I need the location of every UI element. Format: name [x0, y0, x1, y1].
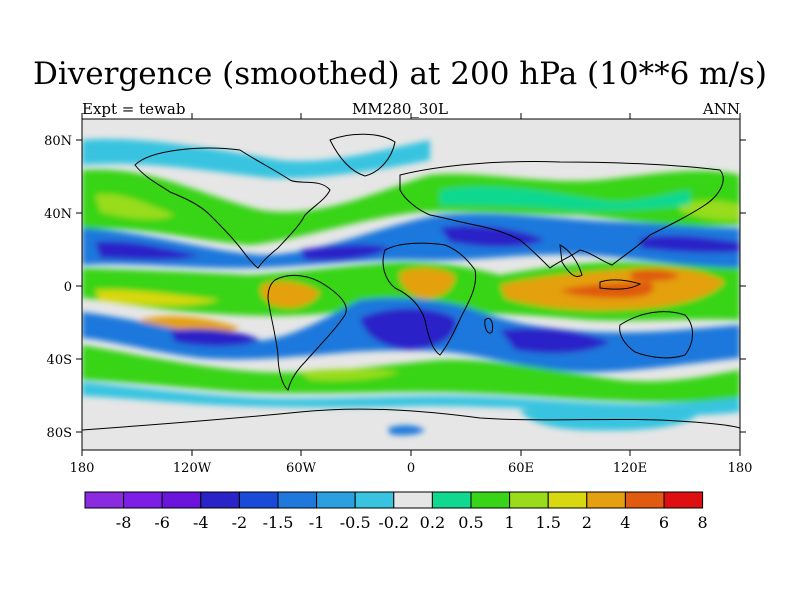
field-south-darkblue-atlantic: [360, 308, 456, 350]
x-axis: [81, 113, 741, 456]
x-tick-180e: 180: [728, 461, 753, 476]
colorbar-label: -8: [116, 513, 132, 532]
field-antarctic-cyan-patch: [520, 405, 700, 431]
field-north-darkblue-pacific: [95, 241, 200, 260]
coast-south-america: [267, 274, 347, 391]
colorbar-swatch: [354, 491, 395, 509]
colorbar-label: 8: [698, 513, 708, 532]
field-northeast-yellow-patch: [680, 200, 740, 221]
field-north-blue-band: [82, 213, 740, 268]
colorbar-label: -6: [154, 513, 170, 532]
coast-antarctica: [82, 408, 740, 431]
colorbar-swatch: [84, 491, 125, 509]
colorbar-label: -0.5: [340, 513, 371, 532]
field-itcz-orange-americas: [260, 281, 320, 308]
field-itcz-red-east: [630, 269, 680, 282]
colorbar-label: 2: [582, 513, 592, 532]
colorbar: [84, 491, 704, 509]
colorbar-label: -0.2: [378, 513, 409, 532]
field-itcz-yellow-pacific: [95, 289, 220, 306]
colorbar-swatch: [200, 491, 240, 509]
coast-north-america: [134, 147, 331, 269]
field-north-yellow-patch: [95, 194, 175, 220]
x-tick-0: 0: [407, 461, 415, 476]
field-north-cyan-band: [82, 139, 430, 179]
x-tick-180w: 180: [70, 461, 95, 476]
colorbar-label: 1: [505, 513, 515, 532]
y-tick-40s: 40S: [47, 353, 72, 368]
colorbar-swatch: [547, 491, 588, 509]
coastlines: [82, 133, 740, 431]
colorbar-label: -2: [232, 513, 248, 532]
colorbar-label: -1: [309, 513, 325, 532]
colorbar-label: -4: [193, 513, 209, 532]
model-label: MM280_30L: [352, 100, 448, 118]
colorbar-label: 0.2: [420, 513, 445, 532]
colorbar-swatch: [509, 491, 549, 509]
field-itcz-red-core: [560, 282, 654, 298]
coast-australia: [619, 311, 693, 359]
colorbar-swatch: [238, 491, 279, 509]
colorbar-swatch: [431, 491, 472, 509]
colorbar-label: 1.5: [535, 513, 560, 532]
experiment-label: Expt = tewab: [82, 100, 186, 118]
period-label: ANN: [702, 100, 740, 118]
map-title: Divergence (smoothed) at 200 hPa (10**6 …: [33, 56, 767, 92]
colorbar-swatch: [277, 491, 318, 509]
x-tick-60w: 60W: [286, 461, 317, 476]
colorbar-label: -1.5: [263, 513, 294, 532]
coast-greenland: [329, 133, 396, 177]
colorbar-label: 6: [659, 513, 669, 532]
colorbar-swatch: [161, 491, 202, 509]
field-north-green-band: [82, 169, 740, 245]
field-south-darkblue-pacific: [170, 328, 260, 347]
colorbar-swatch: [624, 491, 665, 509]
x-tick-60e: 60E: [508, 461, 534, 476]
field-antarctic-blue-patch: [388, 425, 425, 436]
colorbar-swatch: [316, 491, 356, 509]
colorbar-swatch: [470, 491, 511, 509]
colorbar-labels: -8 -6 -4 -2 -1.5 -1 -0.5 -0.2 0.2 0.5 1 1.5 2 4 6 8: [116, 513, 708, 532]
field-north-darkblue-westpac: [640, 235, 740, 253]
coast-africa: [382, 242, 477, 356]
x-tick-120w: 120W: [173, 461, 212, 476]
y-tick-80n: 80N: [44, 134, 72, 149]
coast-eurasia: [399, 161, 724, 269]
divergence-field: [82, 133, 740, 436]
field-asia-green-band: [440, 186, 690, 211]
coast-madagascar: [484, 317, 493, 334]
colorbar-label: 0.5: [458, 513, 483, 532]
field-north-darkblue-atlantic: [300, 244, 390, 261]
y-tick-80s: 80S: [47, 426, 72, 441]
y-axis: [76, 139, 746, 433]
coast-indonesia: [599, 279, 642, 290]
coast-india: [559, 244, 583, 277]
x-tick-120e: 120E: [613, 461, 647, 476]
colorbar-swatch: [393, 491, 433, 509]
field-itcz-orange-africa: [399, 268, 455, 299]
field-south-darkblue-indian: [500, 328, 610, 354]
colorbar-swatch: [663, 491, 704, 509]
colorbar-swatch: [586, 491, 626, 509]
field-south-yellow-patch: [300, 369, 400, 381]
field-north-darkblue-africa: [440, 225, 545, 247]
field-south-green-band: [82, 345, 740, 403]
colorbar-swatch: [123, 491, 163, 509]
y-tick-0: 0: [64, 280, 72, 295]
y-tick-40n: 40N: [44, 207, 72, 222]
colorbar-label: 4: [620, 513, 630, 532]
